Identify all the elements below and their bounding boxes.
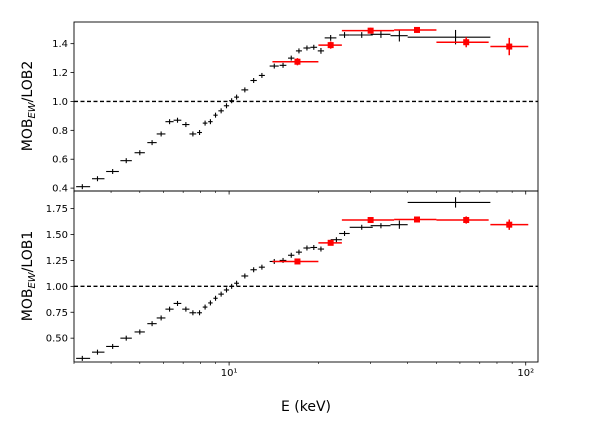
y-tick-label: 0.75 [46,308,68,319]
data-point-square [506,43,513,50]
data-point-square [463,217,470,224]
y-tick-label: 1.25 [46,256,68,267]
data-point-square [463,39,470,46]
y-tick-label: 0.6 [52,155,68,166]
y-tick-label: 1.4 [52,39,68,50]
black-series [76,29,491,190]
y-tick-label: 1.0 [52,97,68,108]
red-series [272,26,529,66]
data-point-square [367,27,374,34]
y-tick-label: 1.2 [52,68,68,79]
data-point-square [367,217,374,224]
x-tick-label: 10² [517,368,534,379]
y-label-rest: /LOB1 [20,231,36,273]
y-axis-label: MOBEW/LOB1 [20,231,38,321]
y-label-subscript: EW [27,101,38,118]
data-point-square [294,58,301,65]
black-series [76,197,491,361]
y-label-main: MOB [20,119,36,152]
plot-frame [73,21,539,192]
top-panel: 0.4 0.6 0.8 1.0 1.2 1.4 MOBEW/LOB2 [20,21,539,195]
y-axis-label: MOBEW/LOB2 [20,61,38,151]
y-label-subscript: EW [27,271,38,288]
y-tick-label: 1.75 [46,204,68,215]
y-label-rest: /LOB2 [20,61,36,103]
data-point-square [506,221,513,228]
x-tick-label: 10¹ [221,368,238,379]
y-tick-label: 0.8 [52,126,68,137]
data-point-square [414,26,420,33]
plot-frame [73,190,539,363]
red-series [272,216,529,265]
y-tick-label: 1.50 [46,230,68,241]
data-point-square [414,216,420,223]
y-label-main: MOB [20,289,36,322]
y-tick-label: 0.4 [52,184,68,195]
y-tick-label: 0.50 [46,334,68,345]
data-point-square [327,239,334,246]
y-tick-label: 1.00 [46,282,68,293]
bottom-panel: 0.50 0.75 1.00 1.25 1.50 1.75 10¹ 10² MOBEW/LOB1 [20,190,539,379]
data-point-square [327,42,334,49]
x-axis-label: E (keV) [281,399,331,415]
data-point-square [294,258,301,265]
